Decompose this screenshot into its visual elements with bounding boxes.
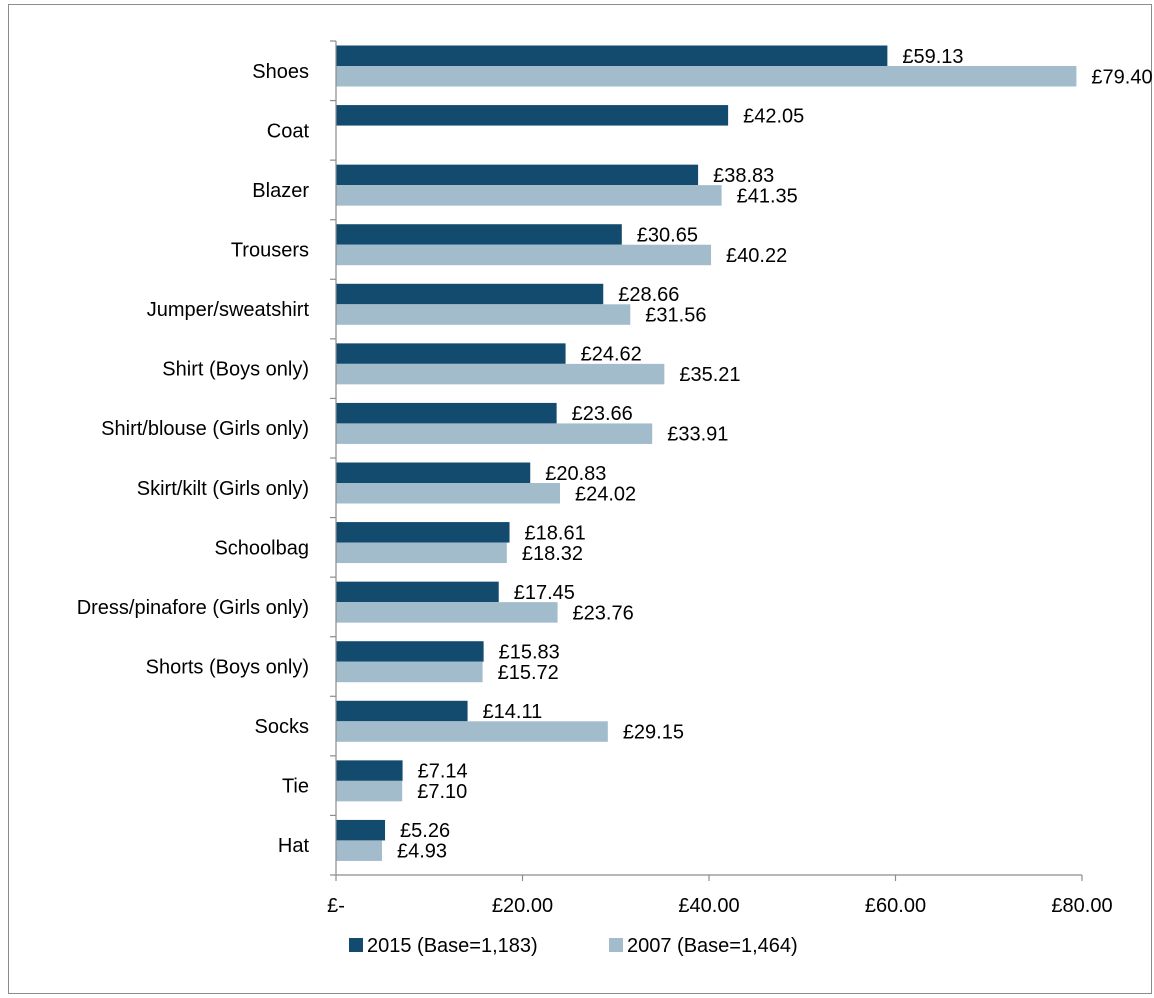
category-label: Shirt (Boys only) [162,359,309,381]
value-label: £18.32 [522,543,583,565]
bar-series-2015 [336,343,566,364]
bar-series-2007 [336,363,665,385]
value-label: £18.61 [525,522,586,544]
bar-series-2015 [336,700,468,722]
legend-label: 2007 (Base=1,464) [627,935,798,957]
bar-series-2015 [336,462,531,483]
bar-series-2007 [336,721,608,742]
bar-series-2015 [336,105,729,126]
axes-layer: £- £20.00 £40.00 £60.00 £80.00 [327,40,1113,917]
legend-label: 2015 (Base=1,183) [367,935,538,957]
bar-series-2007 [336,185,722,206]
bar-series-2007 [336,244,712,266]
bar-series-2015 [336,522,510,543]
value-label: £23.76 [573,602,634,624]
value-label: £59.13 [902,46,963,68]
bar-series-2007 [336,542,507,564]
legend-swatch [609,938,623,952]
bar-series-2015 [336,760,403,781]
value-label: £7.14 [418,761,468,783]
category-label: Tie [282,776,309,798]
category-label: Jumper/sweatshirt [147,299,310,321]
value-label: £40.22 [726,245,787,267]
value-label: £15.72 [498,662,559,684]
x-tick-label: £- [327,895,345,917]
value-label: £41.35 [737,185,798,207]
x-tick-label: £40.00 [678,895,739,917]
x-tick-label: £80.00 [1051,895,1112,917]
bar-series-2015 [336,283,604,305]
category-label: Skirt/kilt (Girls only) [137,478,309,500]
bar-series-2007 [336,483,560,504]
category-label: Hat [278,835,310,857]
category-label: Shoes [252,61,309,83]
value-label: £17.45 [514,582,575,604]
value-label: £42.05 [743,105,804,127]
bar-series-2015 [336,641,484,662]
category-label: Shirt/blouse (Girls only) [101,418,309,440]
bar-series-2015 [336,402,557,424]
bars-layer [336,45,1077,861]
category-label: Blazer [252,180,309,202]
category-label: Shorts (Boys only) [146,657,309,679]
legend: 2015 (Base=1,183) 2007 (Base=1,464) [349,935,798,957]
value-label: £29.15 [623,722,684,744]
bar-series-2015 [336,581,499,603]
value-label: £33.91 [667,424,728,446]
bar-series-2015 [336,819,386,841]
x-tick-label: £60.00 [865,895,926,917]
bar-series-2015 [336,224,622,245]
value-label: £24.02 [575,483,636,505]
bar-series-2007 [336,780,403,802]
value-label: £28.66 [618,284,679,306]
bar-series-2015 [336,164,699,186]
category-label: Dress/pinafore (Girls only) [77,597,309,619]
value-label: £20.83 [545,463,606,485]
bar-series-2007 [336,304,631,325]
bar-series-2015 [336,45,888,66]
x-tick-label: £20.00 [492,895,553,917]
bar-series-2007 [336,840,382,861]
value-label: £14.11 [483,701,543,723]
value-label: £79.40 [1091,66,1152,88]
bar-series-2007 [336,602,558,623]
category-label: Coat [267,120,310,142]
category-label: Schoolbag [214,537,309,559]
legend-swatch [349,938,363,952]
bar-series-2007 [336,661,483,683]
value-label: £31.56 [645,305,706,327]
value-label: £35.21 [679,364,740,386]
value-label: £15.83 [499,641,560,663]
value-label: £24.62 [581,344,642,366]
bar-series-2007 [336,66,1077,87]
value-labels-layer: £59.13 £79.40 £42.05 £38.83£41.35 £30.65 £40.… [397,46,1153,863]
category-labels-layer: Shoes Coat Blazer Trousers Jumper/sweatshirt… [77,61,310,857]
category-label: Socks [255,716,309,738]
value-label: £38.83 [713,165,774,187]
bar-series-2007 [336,423,653,444]
value-label: £5.26 [400,820,450,842]
value-label: £23.66 [572,403,633,425]
bar-chart: £59.13 £79.40 £42.05 £38.83£41.35 £30.65 £40.… [77,40,1153,957]
chart-frame: £59.13 £79.40 £42.05 £38.83 £41.35 £30.65 £40.… [8,4,1153,994]
value-label: £7.10 [417,781,467,803]
value-label: £30.65 [637,224,698,246]
value-label: £4.93 [397,841,447,863]
category-label: Trousers [231,240,309,262]
